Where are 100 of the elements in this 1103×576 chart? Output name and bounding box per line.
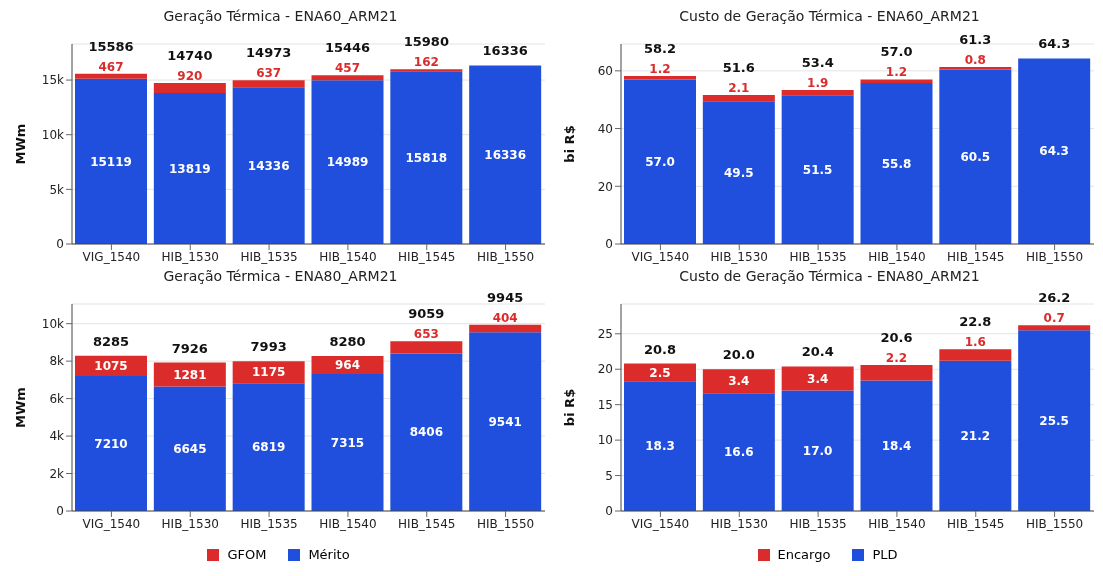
x-tick-label: HIB_1535 [789,516,847,531]
data-label: 7210 [94,436,128,451]
bar [781,390,854,511]
bar [702,101,775,244]
data-label: 16.6 [724,445,754,460]
bar [624,381,696,511]
y-axis-title: MWm [12,123,28,165]
total-label: 9059 [408,306,445,322]
bar [702,369,775,394]
data-label: 0.8 [964,53,986,68]
x-tick-label: HIB_1540 [319,249,377,264]
y-tick-label: 15k [41,73,65,88]
total-label: 20.8 [643,341,677,357]
bar [702,393,775,511]
data-label: 404 [492,310,518,325]
bar [469,65,542,244]
y-tick-label: 4k [49,429,65,444]
total-label: 57.0 [880,44,913,60]
data-label: 14989 [326,155,369,170]
total-label: 15980 [403,34,449,50]
bar [1018,58,1091,244]
y-tick-label: 60 [597,64,613,79]
y-tick-label: 0 [56,237,64,252]
total-label: 15586 [88,38,134,54]
x-tick-label: HIB_1550 [476,249,535,264]
data-label: 6819 [251,440,286,455]
x-tick-label: HIB_1530 [161,516,219,531]
data-label: 457 [334,61,361,76]
bar [702,95,775,102]
bar [153,92,226,244]
x-tick-label: HIB_1530 [710,516,768,531]
bar [75,78,147,244]
data-label: 64.3 [1039,144,1069,159]
data-label: 3.4 [807,371,829,386]
bar [311,373,384,511]
y-axis-title: bi R$ [561,388,577,427]
data-label: 3.4 [728,374,750,389]
x-tick-label: HIB_1550 [1025,516,1084,531]
total-label: 16336 [482,43,528,59]
total-label: 58.2 [643,41,677,57]
total-label: 8285 [92,333,130,349]
total-label: 14740 [167,47,213,63]
bar [390,353,463,511]
total-label: 7993 [250,339,287,355]
bar [939,360,1012,511]
data-label: 9541 [488,414,522,429]
legend-label: Mérito [307,547,350,562]
y-tick-label: 10k [41,316,65,331]
data-label: 17.0 [802,443,833,458]
total-label: 61.3 [959,32,992,48]
data-label: 49.5 [724,165,754,180]
x-tick-label: HIB_1545 [947,516,1005,531]
bar [939,69,1012,244]
data-label: 55.8 [881,156,912,171]
x-tick-label: HIB_1540 [868,249,926,264]
data-label: 1.2 [885,65,908,80]
y-tick-label: 10k [41,127,65,142]
y-tick-label: 0 [56,504,64,519]
data-label: 21.2 [960,429,991,444]
data-label: 25.5 [1039,413,1069,428]
bar [860,380,933,511]
y-tick-label: 10 [597,433,613,448]
total-label: 64.3 [1038,36,1071,52]
bar [153,386,226,511]
chart-title: Custo de Geração Térmica - ENA80_ARM21 [678,268,981,286]
bar [469,332,542,511]
data-label: 637 [256,66,282,81]
data-label: 60.5 [960,149,991,164]
y-tick-label: 20 [597,362,613,377]
x-tick-label: HIB_1535 [240,249,298,264]
x-tick-label: VIG_1540 [82,516,141,531]
x-tick-label: HIB_1535 [789,249,847,264]
x-tick-label: HIB_1535 [240,516,298,531]
x-tick-label: HIB_1530 [710,249,768,264]
data-label: 1075 [94,359,128,374]
bar [232,80,305,88]
chart-title: Custo de Geração Térmica - ENA60_ARM21 [678,8,981,26]
bar [1018,330,1091,511]
x-tick-label: HIB_1550 [1025,249,1084,264]
data-label: 15818 [405,150,448,165]
data-label: 2.5 [649,365,671,380]
bar [390,71,463,244]
data-label: 16336 [484,147,527,162]
y-tick-label: 5k [49,182,65,197]
data-label: 51.5 [802,162,833,177]
x-tick-label: HIB_1545 [398,249,456,264]
y-tick-label: 40 [597,121,613,136]
total-label: 15446 [324,40,371,56]
bar [311,80,384,244]
data-label: 2.1 [728,81,750,96]
x-tick-label: HIB_1540 [319,516,377,531]
y-tick-label: 0 [605,237,613,252]
y-tick-label: 20 [597,179,613,194]
bar [1018,325,1091,331]
bar [75,375,147,511]
bar [153,82,226,93]
y-tick-label: 6k [49,391,65,406]
bar [939,349,1012,361]
bar [860,79,933,83]
data-label: 8406 [409,425,444,440]
